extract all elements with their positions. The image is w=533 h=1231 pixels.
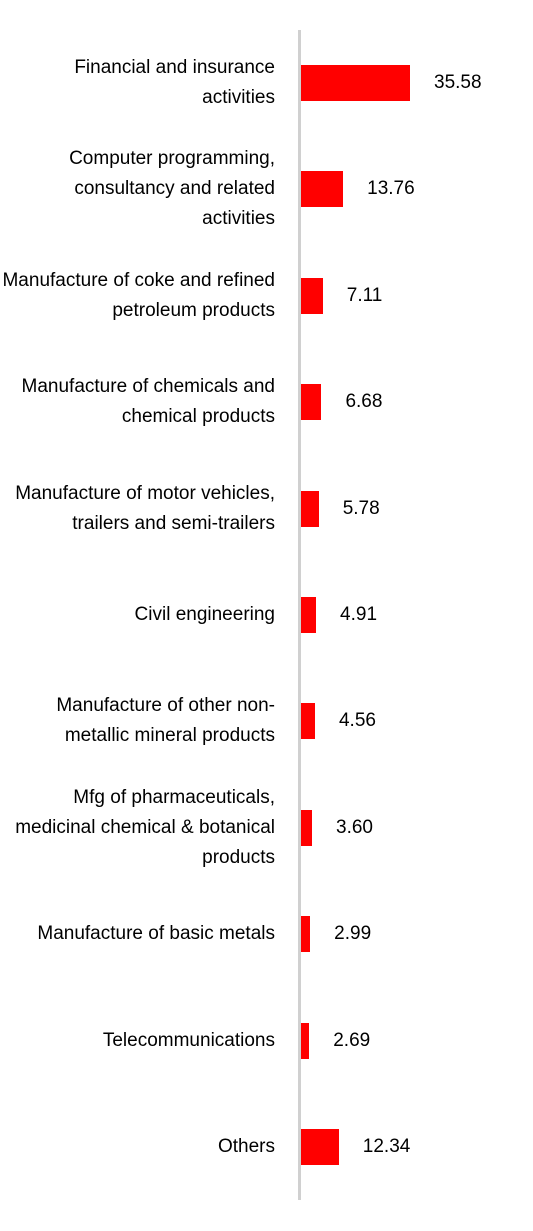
value-label: 7.11 [346,284,383,306]
category-label: Others [217,1136,275,1157]
bar [301,809,313,846]
value-label: 6.68 [345,391,383,413]
category-label: Manufacture of coke and refined petroleu… [2,269,275,321]
bar [301,490,319,527]
value-label: 4.91 [340,604,378,625]
value-label: 5.78 [342,497,380,519]
value-label: 3.60 [336,816,373,838]
bar [301,384,322,421]
value-label: 12.34 [362,1136,411,1157]
bar [301,916,311,953]
value-label: 13.76 [367,178,415,200]
bar [301,1022,310,1059]
category-label: Manufacture of chemicals and chemical pr… [21,376,275,428]
bar [301,171,344,208]
category-label: Manufacture of motor vehicles, trailers … [15,482,275,534]
bar [301,277,323,314]
category-label: Civil engineering [134,604,275,625]
category-label: Mfg of pharmaceuticals, medicinal chemic… [15,786,275,868]
bar [301,703,315,740]
category-label: Financial and insurance activities [74,57,275,108]
category-label: Manufacture of basic metals [37,923,275,945]
value-label: 35.58 [434,72,482,93]
category-label: Telecommunications [102,1029,275,1051]
value-label: 4.56 [338,710,376,732]
bar [301,1129,339,1165]
axis-line [298,30,301,1200]
category-label: Computer programming, consultancy and re… [69,148,275,230]
value-label: 2.99 [334,923,372,945]
bar [301,597,317,633]
category-label: Manufacture of other non-metallic minera… [56,695,275,747]
bar [301,65,410,101]
value-label: 2.69 [333,1029,371,1051]
